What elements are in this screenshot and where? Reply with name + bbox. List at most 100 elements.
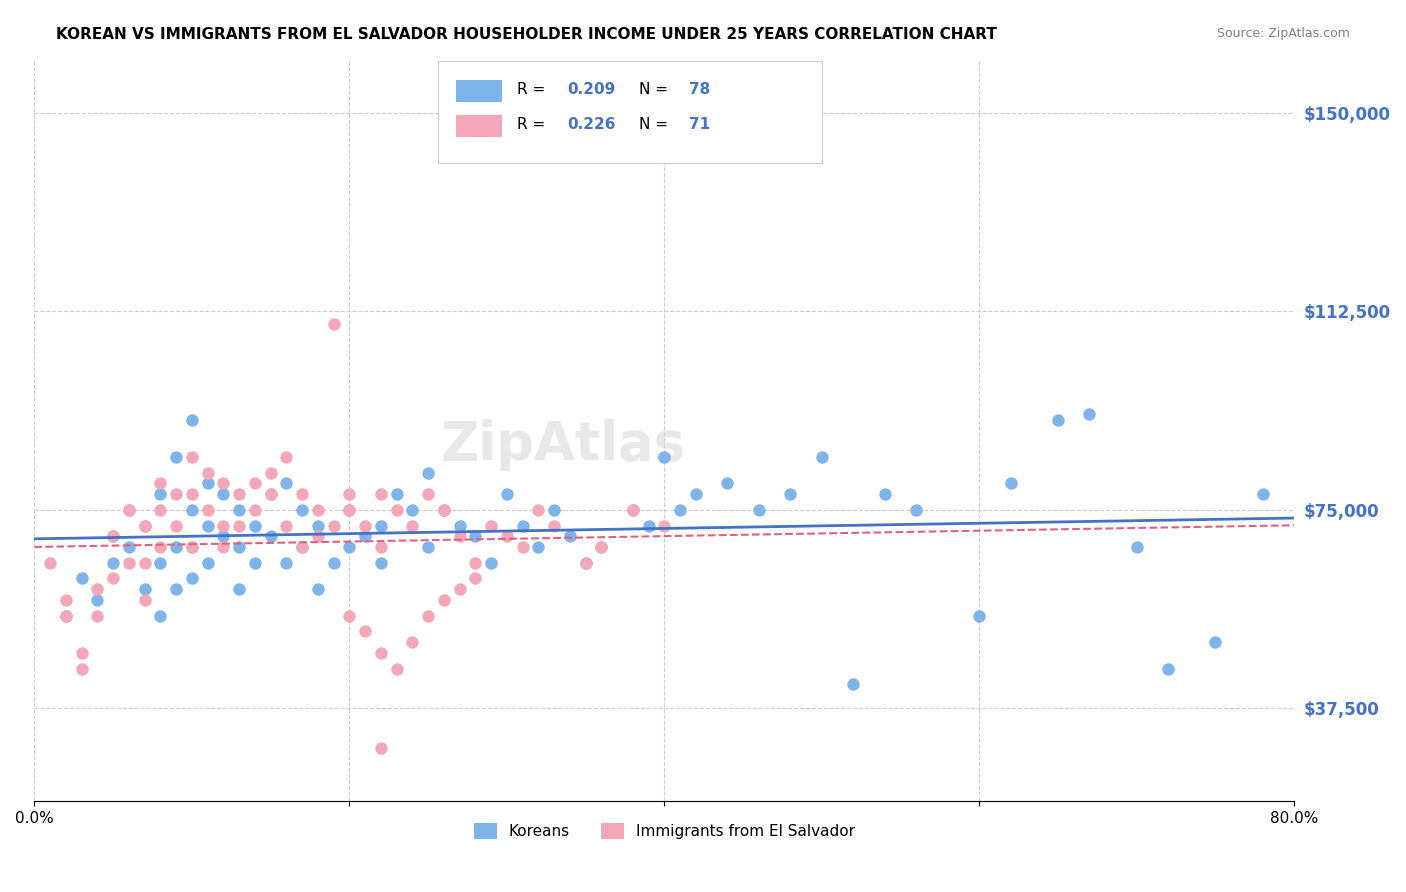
Point (212, 540, 235, 554)
Point (574, 556, 596, 570)
Point (621, 502, 644, 516)
Point (165, 540, 187, 554)
Point (1251, 487, 1274, 501)
Point (149, 608, 172, 623)
Point (243, 556, 266, 570)
Point (101, 556, 124, 570)
Text: 0.226: 0.226 (567, 118, 616, 132)
Point (118, 502, 141, 516)
Point (685, 487, 707, 501)
Point (259, 487, 281, 501)
Point (716, 476, 738, 491)
Point (464, 529, 486, 543)
Point (1046, 412, 1069, 426)
Text: R =: R = (517, 82, 550, 96)
Point (307, 518, 329, 533)
Point (433, 592, 456, 607)
Point (228, 518, 250, 533)
Point (652, 450, 675, 464)
Point (228, 502, 250, 516)
Point (401, 635, 423, 649)
Point (1078, 408, 1101, 422)
Point (243, 518, 266, 533)
Point (165, 487, 187, 501)
Point (276, 518, 298, 533)
Point (512, 540, 534, 554)
Point (370, 740, 392, 755)
Text: 71: 71 (689, 118, 710, 132)
Point (810, 450, 832, 464)
Text: 0.209: 0.209 (567, 82, 616, 96)
Point (180, 487, 202, 501)
Point (149, 556, 172, 570)
Point (748, 502, 770, 516)
FancyBboxPatch shape (437, 61, 821, 163)
Point (212, 476, 235, 491)
Point (543, 502, 565, 516)
Point (669, 502, 692, 516)
Point (354, 529, 377, 543)
Point (1000, 476, 1022, 491)
Point (512, 518, 534, 533)
Point (149, 502, 172, 516)
Point (479, 518, 502, 533)
Point (259, 487, 281, 501)
Point (370, 518, 392, 533)
Point (39, 556, 62, 570)
Legend: Koreans, Immigrants from El Salvador: Koreans, Immigrants from El Salvador (468, 817, 860, 845)
Bar (457, 79, 502, 102)
Point (228, 582, 250, 596)
Point (322, 556, 344, 570)
Point (228, 540, 250, 554)
Point (180, 502, 202, 516)
Text: N =: N = (640, 118, 673, 132)
Point (591, 540, 613, 554)
Point (101, 529, 124, 543)
Text: R =: R = (517, 118, 550, 132)
Point (86, 608, 108, 623)
Point (86, 592, 108, 607)
Point (416, 540, 439, 554)
Point (449, 582, 471, 596)
Point (180, 572, 202, 586)
Point (495, 487, 517, 501)
Point (1204, 635, 1226, 649)
Point (433, 502, 456, 516)
Point (197, 518, 219, 533)
Point (322, 518, 344, 533)
Point (276, 476, 298, 491)
Point (259, 529, 281, 543)
Point (433, 502, 456, 516)
Point (165, 518, 187, 533)
Point (212, 487, 235, 501)
Point (276, 450, 298, 464)
Point (70, 661, 93, 675)
Point (291, 502, 314, 516)
Point (401, 502, 423, 516)
Point (307, 529, 329, 543)
Point (55, 608, 77, 623)
Point (416, 466, 439, 480)
Point (212, 518, 235, 533)
Point (905, 502, 928, 516)
Point (70, 646, 93, 660)
Point (165, 450, 187, 464)
Point (291, 487, 314, 501)
Point (354, 624, 377, 639)
Point (243, 502, 266, 516)
Point (70, 572, 93, 586)
Point (370, 646, 392, 660)
Point (149, 487, 172, 501)
Text: Source: ZipAtlas.com: Source: ZipAtlas.com (1216, 27, 1350, 40)
Point (118, 556, 141, 570)
Point (134, 582, 156, 596)
Point (873, 487, 896, 501)
Point (842, 677, 865, 691)
Point (337, 502, 360, 516)
Point (385, 661, 408, 675)
Point (197, 466, 219, 480)
Point (479, 556, 502, 570)
Point (149, 540, 172, 554)
Point (276, 556, 298, 570)
Point (354, 518, 377, 533)
